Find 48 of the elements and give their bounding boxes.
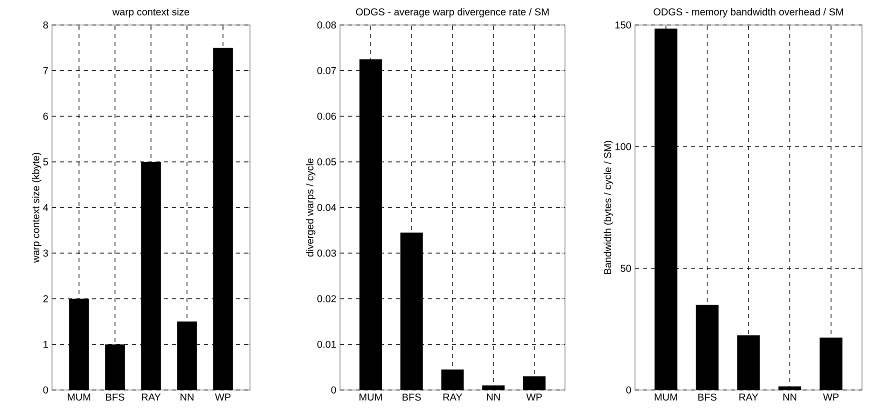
x-tick-label: WP <box>526 394 542 400</box>
x-tick-label: NN <box>487 394 500 400</box>
y-axis-title: diverged warps / cycle <box>306 158 316 257</box>
x-tick-label: MUM <box>68 394 90 401</box>
y-axis-title: Bandwidth (bytes / cycle / SM) <box>604 140 614 274</box>
y-tick-label: 0.02 <box>317 295 336 302</box>
y-tick-label: 0.08 <box>317 21 336 29</box>
y-tick-label: 0.04 <box>317 204 336 212</box>
y-tick-label: 0.01 <box>317 340 336 348</box>
x-tick-label: NN <box>180 394 194 400</box>
x-tick-label: RAY <box>739 394 758 400</box>
y-tick-label: 50 <box>620 264 632 272</box>
y-tick-label: 0 <box>626 386 632 394</box>
y-axis-title: warp context size (kbyte) <box>32 152 42 263</box>
chart-title: ODGS - memory bandwidth overhead / SM <box>654 8 843 18</box>
y-tick-label: 7 <box>43 67 48 74</box>
bar <box>482 385 505 390</box>
x-tick-label: BFS <box>106 394 124 401</box>
x-tick-label: RAY <box>142 394 161 400</box>
y-tick-label: 4 <box>43 204 48 211</box>
y-tick-label: 2 <box>43 295 48 302</box>
bar <box>523 376 546 390</box>
x-tick-label: RAY <box>443 394 462 400</box>
y-tick-label: 5 <box>43 158 48 166</box>
y-tick-label: 100 <box>615 143 632 150</box>
bar <box>441 369 464 390</box>
x-tick-label: BFS <box>402 394 421 401</box>
x-tick-label: BFS <box>698 394 716 401</box>
y-tick-label: 0 <box>43 386 48 394</box>
chart-title: ODGS - average warp divergence rate / SM <box>356 8 549 18</box>
y-tick-label: 8 <box>43 21 48 29</box>
y-tick-label: 3 <box>43 250 48 257</box>
bar <box>820 338 842 390</box>
y-tick-label: 0.05 <box>317 158 336 166</box>
y-tick-label: 0.06 <box>317 112 336 120</box>
bar <box>696 304 719 390</box>
y-tick-label: 1 <box>44 340 48 348</box>
x-tick-label: NN <box>783 394 796 400</box>
y-tick-label: 0.03 <box>317 250 336 257</box>
y-tick-label: 6 <box>43 112 48 120</box>
y-tick-label: 0 <box>331 386 336 394</box>
y-tick-label: 0.07 <box>317 67 336 74</box>
x-tick-label: MUM <box>360 394 382 401</box>
y-tick-label: 150 <box>615 21 632 29</box>
x-tick-label: WP <box>214 394 231 400</box>
chart-title: warp context size <box>112 8 190 18</box>
x-tick-label: WP <box>823 394 839 400</box>
x-tick-label: MUM <box>654 394 678 401</box>
